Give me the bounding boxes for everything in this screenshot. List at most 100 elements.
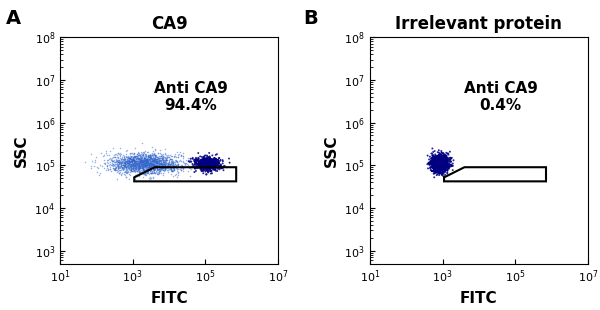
Point — [209, 167, 219, 172]
Point — [218, 166, 227, 171]
Point — [438, 155, 448, 160]
Point — [436, 166, 446, 171]
Point — [134, 165, 143, 170]
Point — [194, 165, 204, 170]
Point — [142, 157, 152, 162]
Point — [437, 162, 447, 167]
Point — [146, 157, 155, 162]
Point — [132, 161, 142, 166]
Point — [440, 165, 449, 170]
Point — [434, 157, 443, 162]
Point — [107, 156, 116, 161]
Point — [441, 167, 451, 172]
Point — [433, 163, 442, 168]
Point — [172, 159, 181, 164]
Point — [440, 162, 450, 166]
Point — [437, 162, 447, 167]
Point — [194, 163, 204, 168]
Point — [442, 157, 452, 162]
Point — [147, 165, 157, 170]
Point — [436, 156, 446, 161]
Point — [431, 159, 440, 164]
Point — [445, 155, 455, 160]
Point — [217, 165, 227, 170]
Point — [171, 155, 181, 160]
Point — [436, 163, 446, 168]
Point — [126, 166, 136, 171]
Point — [149, 167, 159, 172]
Point — [437, 163, 447, 168]
Point — [154, 171, 163, 176]
Point — [133, 166, 143, 171]
Point — [131, 159, 140, 164]
Point — [140, 155, 149, 160]
Point — [440, 156, 450, 161]
Point — [440, 164, 449, 169]
Point — [440, 168, 450, 173]
Point — [167, 157, 177, 162]
Point — [153, 158, 163, 163]
Point — [129, 157, 139, 162]
Point — [209, 161, 218, 166]
Point — [205, 158, 214, 163]
Point — [428, 157, 438, 162]
Point — [151, 165, 160, 170]
Point — [128, 163, 137, 168]
Point — [208, 160, 218, 165]
Point — [436, 157, 446, 162]
Point — [108, 155, 118, 160]
Point — [140, 158, 150, 163]
Point — [427, 159, 436, 164]
Point — [186, 166, 196, 171]
Point — [137, 162, 146, 166]
Point — [438, 170, 448, 175]
Point — [200, 162, 209, 167]
Point — [437, 163, 446, 168]
Point — [142, 168, 151, 173]
Point — [167, 162, 176, 166]
Point — [141, 157, 151, 162]
Point — [431, 162, 441, 167]
Point — [436, 165, 445, 170]
Point — [125, 156, 134, 161]
Point — [145, 160, 154, 165]
Point — [427, 164, 436, 169]
Point — [92, 165, 102, 170]
Point — [203, 170, 213, 175]
Point — [146, 170, 155, 175]
Point — [136, 158, 145, 163]
Point — [125, 161, 134, 166]
Point — [435, 162, 445, 167]
Point — [440, 168, 449, 173]
Point — [137, 165, 147, 170]
Point — [109, 166, 119, 171]
Point — [434, 170, 443, 175]
Point — [125, 155, 135, 160]
Point — [205, 160, 214, 165]
Point — [202, 155, 211, 160]
Point — [161, 161, 170, 166]
Point — [137, 166, 146, 171]
Point — [436, 162, 445, 167]
Point — [137, 169, 147, 174]
Point — [209, 157, 219, 162]
Point — [194, 161, 203, 166]
Point — [439, 158, 448, 163]
Point — [125, 159, 135, 164]
Point — [158, 158, 167, 163]
Point — [153, 163, 163, 168]
Point — [436, 161, 445, 166]
Point — [436, 161, 446, 166]
Point — [136, 160, 146, 165]
Point — [131, 160, 140, 165]
Point — [427, 161, 437, 166]
Point — [142, 158, 152, 163]
Point — [206, 163, 215, 168]
Point — [440, 162, 450, 167]
Point — [431, 158, 440, 163]
Point — [155, 162, 165, 166]
Point — [197, 165, 206, 170]
Point — [132, 162, 142, 166]
Point — [436, 170, 445, 175]
Point — [186, 163, 196, 168]
